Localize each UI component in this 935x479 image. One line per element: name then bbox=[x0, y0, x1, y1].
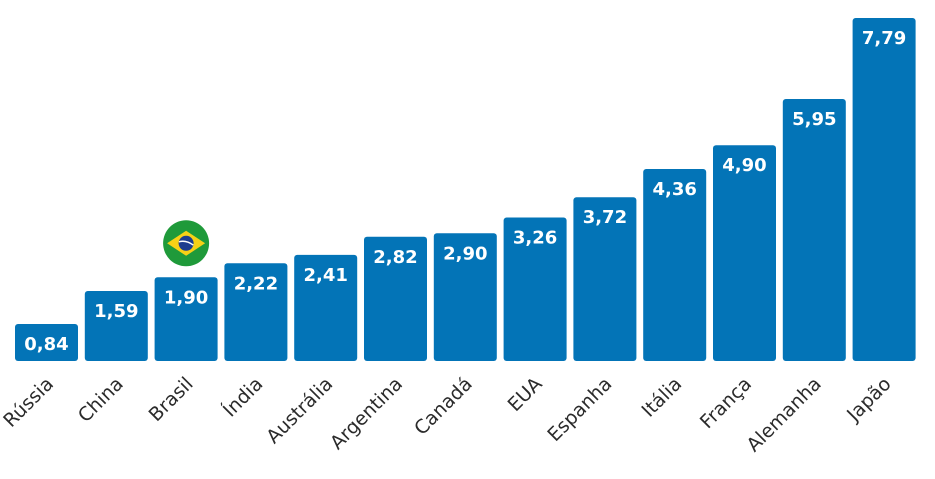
value-label-4: 2,41 bbox=[303, 265, 347, 286]
bar-7 bbox=[503, 217, 567, 361]
brazil-flag-icon bbox=[163, 220, 210, 267]
category-label-12: Japão bbox=[842, 373, 895, 426]
category-label-2: Brasil bbox=[145, 373, 198, 426]
category-labels-group: Rússia China Brasil ÍndiaAustráliaArgentina… bbox=[0, 372, 896, 456]
value-label-10: 4,90 bbox=[722, 155, 766, 176]
category-label-7: EUA bbox=[504, 373, 547, 416]
value-label-9: 4,36 bbox=[652, 179, 696, 200]
bar-12 bbox=[852, 18, 916, 361]
category-label-0: Rússia bbox=[0, 373, 58, 432]
bar-11 bbox=[782, 99, 846, 361]
value-label-5: 2,82 bbox=[373, 247, 417, 268]
value-label-6: 2,90 bbox=[443, 243, 487, 264]
bar-6 bbox=[433, 233, 497, 361]
bar-5 bbox=[364, 236, 427, 361]
value-label-2: 1,90 bbox=[164, 287, 208, 308]
value-label-1: 1,59 bbox=[94, 301, 138, 322]
value-label-0: 0,84 bbox=[24, 334, 68, 355]
bar-0 bbox=[15, 324, 78, 361]
bar-2 bbox=[154, 277, 218, 361]
bar-10 bbox=[713, 145, 776, 361]
bar-1 bbox=[84, 291, 148, 361]
bar-8 bbox=[573, 197, 637, 361]
category-label-5: Argentina bbox=[326, 373, 407, 454]
value-label-7: 3,26 bbox=[513, 228, 557, 249]
value-label-12: 7,79 bbox=[862, 28, 906, 49]
category-label-11: Alemanha bbox=[742, 373, 825, 456]
value-label-11: 5,95 bbox=[792, 109, 836, 130]
value-labels-group: 0,84 1,59 1,90 2,22 2,41 2,82 2,90 3,26 3,72 4,36… bbox=[24, 28, 906, 355]
category-label-4: Austrália bbox=[262, 373, 337, 448]
category-label-3: Índia bbox=[218, 372, 267, 421]
value-label-8: 3,72 bbox=[583, 207, 627, 228]
category-label-8: Espanha bbox=[543, 373, 616, 446]
category-label-6: Canadá bbox=[410, 373, 477, 440]
category-label-1: China bbox=[74, 373, 128, 427]
category-label-10: França bbox=[696, 373, 756, 433]
bars-group bbox=[15, 18, 916, 361]
bar-9 bbox=[643, 169, 707, 361]
value-label-3: 2,22 bbox=[234, 273, 278, 294]
bar-3 bbox=[224, 263, 288, 361]
bar-4 bbox=[294, 254, 358, 361]
category-label-9: Itália bbox=[638, 373, 687, 422]
